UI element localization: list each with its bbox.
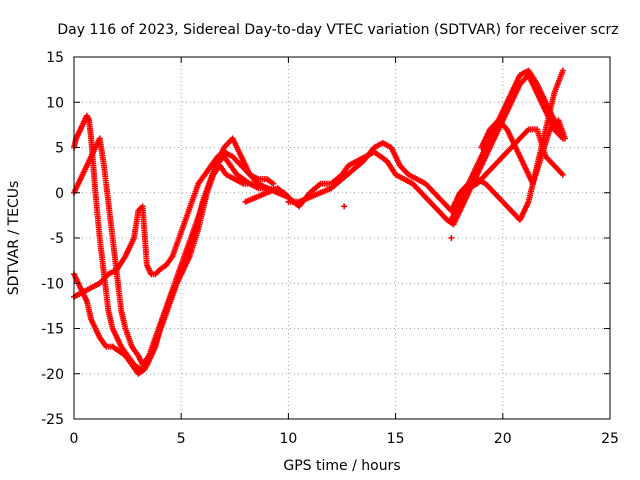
chart-title: Day 116 of 2023, Sidereal Day-to-day VTE… — [57, 22, 618, 38]
series-outliers — [341, 203, 455, 241]
y-tick-label: -15 — [41, 322, 64, 338]
x-tick-label: 25 — [601, 431, 619, 447]
y-tick-label: 15 — [46, 50, 64, 66]
x-tick-label: 10 — [279, 431, 297, 447]
y-axis-label: SDTVAR / TECUs — [6, 181, 22, 296]
y-tick-label: -20 — [41, 367, 64, 383]
x-tick-label: 0 — [70, 431, 79, 447]
data-point — [559, 67, 566, 74]
x-axis-label: GPS time / hours — [283, 458, 400, 474]
y-tick-label: 5 — [55, 141, 64, 157]
grid-lines — [74, 57, 610, 419]
y-tick-label: 0 — [55, 186, 64, 202]
data-point — [341, 203, 348, 210]
y-tick-label: -5 — [50, 231, 64, 247]
y-tick-label: -10 — [41, 276, 64, 292]
x-tick-label: 5 — [177, 431, 186, 447]
series-track-3 — [71, 135, 270, 368]
series-track-9 — [478, 117, 568, 187]
data-point — [270, 180, 277, 187]
data-point — [561, 135, 568, 142]
data-point — [448, 235, 455, 241]
y-tick-label: -25 — [41, 412, 64, 428]
series-track-6 — [285, 126, 566, 214]
x-tick-label: 20 — [494, 431, 512, 447]
axis-ticks: 0 5 10 15 20 25 -25 -20 -15 -10 -5 0 5 10 15 — [41, 50, 619, 447]
y-tick-label: 10 — [46, 95, 64, 111]
data-point — [559, 171, 566, 178]
x-tick-label: 15 — [387, 431, 405, 447]
data-points — [71, 67, 568, 377]
